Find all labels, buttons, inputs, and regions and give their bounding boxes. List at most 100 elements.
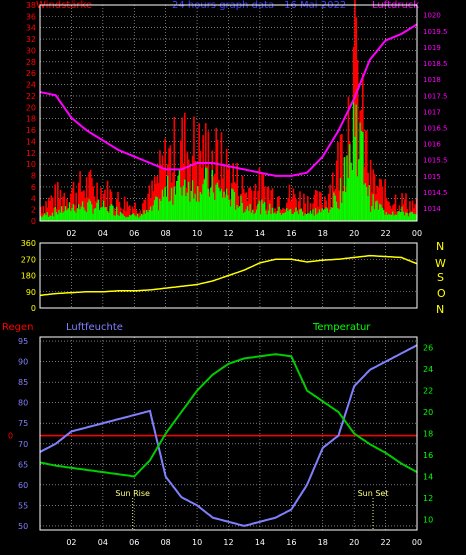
wind-y-tick: 22 [26,92,36,101]
wind-average-bar [126,216,129,221]
wind-gust-bar [270,190,272,221]
wind-average-bar [227,195,229,221]
wind-gust-bar [297,201,300,221]
compass-w: W [435,257,446,270]
wind-gust-bar [242,188,245,221]
wind-average-bar [287,211,290,221]
wind-average-bar [170,187,173,221]
wind-gust-bar [80,191,83,221]
wind-gust-bar [299,191,301,221]
temperature-line [39,353,418,478]
wind-average-bar [283,213,286,221]
wind-average-bar [153,200,156,221]
wind-average-bar [263,201,266,221]
wind-gust-bar [293,194,296,221]
wind-average-bar [333,192,335,221]
pressure-y-tick: 1015.5 [423,157,448,165]
wind-x-tick: 04 [98,229,108,238]
wind-average-bar [114,215,117,221]
wind-average-bar [392,211,394,221]
wind-average-bar [238,206,241,221]
wind-average-bar [249,204,252,221]
wind-gust-bar [341,134,343,221]
wind-average-bar [156,197,159,221]
wind-average-bar [100,207,102,221]
wind-average-bar [355,104,358,221]
wind-average-bar [379,203,381,221]
wind-average-bar [273,213,275,221]
wind-average-bar [68,202,71,221]
wind-average-bar [318,209,321,221]
wind-average-bar [64,206,67,221]
wind-average-bar [282,213,284,221]
wind-average-bar [348,144,351,221]
humidity-x-tick: 12 [223,538,233,547]
wind-average-bar [286,208,288,221]
direction-line [39,254,418,297]
humidity-y-tick: 60 [18,481,28,490]
humidity-y-tick: 75 [18,419,28,428]
wind-gust-bar [388,201,390,221]
wind-gust-bar [88,172,91,221]
wind-average-bar [359,122,362,221]
wind-gust-bar [259,201,262,221]
wind-average-bar [317,212,320,221]
wind-average-bar [163,196,165,221]
wind-gust-bar [337,142,339,221]
wind-average-bar [187,181,190,221]
wind-average-bar [257,203,259,221]
wind-average-bar [220,188,223,221]
wind-average-bar [91,204,93,221]
wind-average-bar [216,182,219,221]
wind-gust-bar [84,198,87,221]
wind-gust-bar [70,193,72,221]
sunrise-label: Sun Rise [115,489,150,498]
wind-average-bar [271,207,274,221]
wind-gust-bar [318,191,321,221]
wind-average-bar [46,212,49,221]
wind-average-bar [232,189,235,221]
wind-average-bar [89,200,92,221]
wind-gust-bar [288,184,291,221]
wind-average-bar [108,212,110,221]
wind-y-tick: 24 [26,81,36,90]
wind-gust-bar [405,193,407,221]
wind-average-bar [87,202,89,221]
wind-average-bar [98,210,101,221]
wind-gust-bar [89,169,92,221]
wind-average-bar [53,216,55,221]
wind-gust-bar [335,160,338,221]
wind-average-bar [330,207,333,221]
wind-average-bar [198,201,201,221]
wind-average-bar [97,199,100,221]
wind-average-bar [321,208,324,221]
wind-average-bar [314,208,317,221]
wind-average-bar [244,211,246,221]
wind-average-bar [81,201,84,221]
wind-average-bar [40,215,42,221]
wind-average-bar [58,209,60,221]
wind-average-bar [49,215,51,221]
wind-average-bar [132,213,135,221]
wind-average-bar [186,192,189,221]
pressure-y-tick: 1016.5 [423,125,448,133]
humidity-y-tick: 90 [18,358,28,367]
wind-gust-bar [113,208,115,221]
wind-gust-bar [314,190,317,221]
wind-x-tick: 00 [412,229,422,238]
wind-average-bar [131,213,134,221]
wind-average-bar [240,195,242,221]
wind-average-bar [241,202,244,221]
wind-average-bar [303,215,305,221]
wind-average-bar [381,207,384,221]
wind-y-tick: 2 [31,206,36,215]
temperature-y-tick: 10 [423,515,433,524]
wind-average-bar [118,215,121,221]
wind-gust-bar [51,197,54,221]
wind-gust-bar [369,159,372,221]
wind-gust-bar [393,203,396,221]
wind-gust-bar [123,196,126,221]
wind-average-bar [365,186,368,221]
wind-average-bar [66,210,68,221]
wind-gust-bar [100,187,102,221]
